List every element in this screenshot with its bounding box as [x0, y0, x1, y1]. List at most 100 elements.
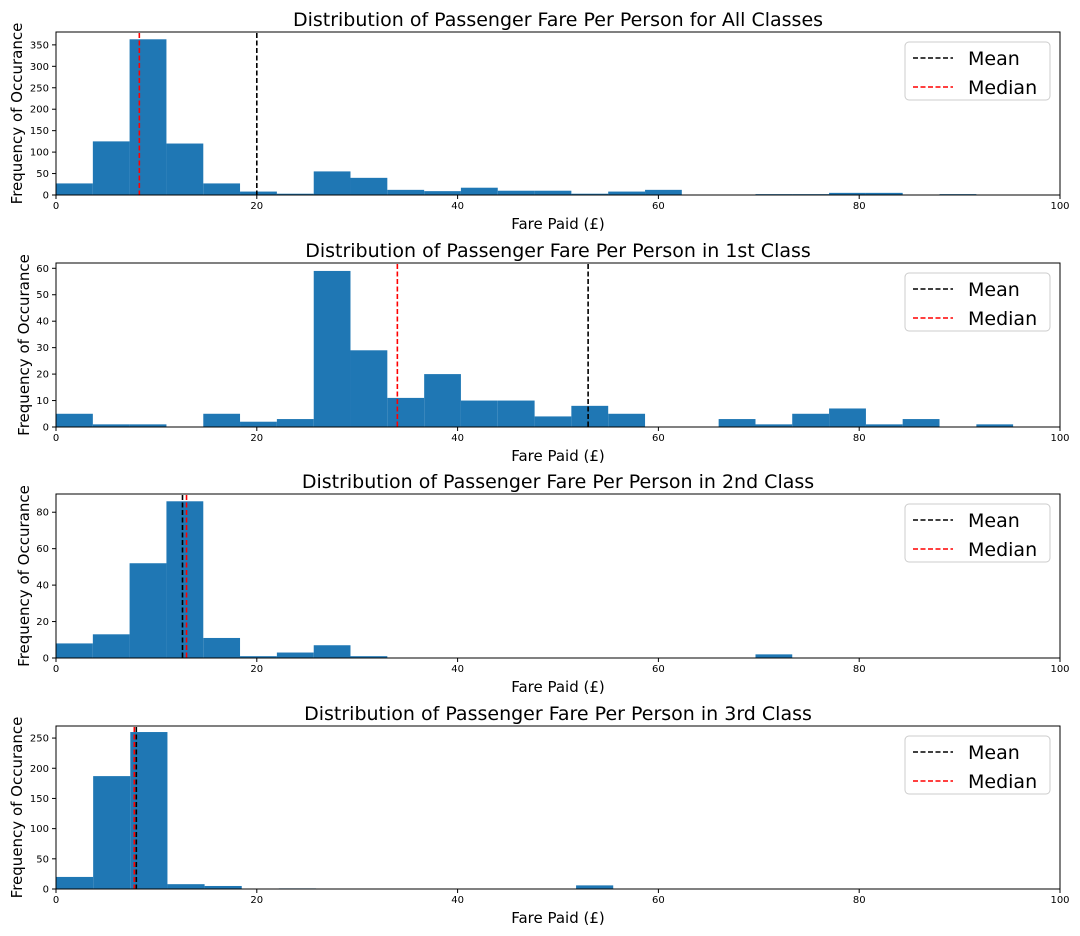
histogram-bar: [92, 634, 130, 658]
x-tick-label: 100: [1050, 895, 1069, 906]
histogram-bar: [460, 400, 498, 427]
histogram-bar: [240, 191, 277, 195]
x-tick-label: 80: [853, 201, 866, 212]
x-tick-label: 80: [853, 895, 866, 906]
histogram-bar: [387, 397, 425, 427]
y-tick-label: 250: [30, 734, 49, 745]
chart-title: Distribution of Passenger Fare Per Perso…: [302, 471, 814, 493]
x-tick-label: 0: [53, 201, 59, 212]
histogram-bar: [902, 419, 940, 427]
x-tick-label: 40: [451, 895, 464, 906]
histogram-bar: [829, 192, 866, 195]
histogram-bar: [276, 419, 314, 427]
x-tick-label: 100: [1050, 201, 1069, 212]
histogram-bar: [350, 177, 388, 195]
histogram-bar: [497, 400, 535, 427]
x-tick-label: 60: [652, 895, 665, 906]
y-tick-label: 250: [30, 83, 49, 94]
histogram-bar: [460, 187, 498, 195]
y-tick-label: 100: [30, 148, 49, 159]
histogram-bar: [56, 643, 93, 658]
chart-title: Distribution of Passenger Fare Per Perso…: [305, 240, 811, 262]
y-tick-label: 20: [36, 617, 49, 628]
histogram-bar: [424, 374, 461, 427]
legend-label: Mean: [968, 742, 1020, 764]
chart-title: Distribution of Passenger Fare Per Perso…: [304, 703, 812, 725]
legend-label: Mean: [968, 48, 1020, 70]
histogram-bar: [129, 424, 167, 427]
histogram-bar: [865, 424, 903, 427]
histogram-bar: [571, 193, 609, 195]
y-tick-label: 10: [36, 396, 49, 407]
y-tick-label: 200: [30, 764, 49, 775]
y-tick-label: 300: [30, 62, 49, 73]
legend: Mean Median: [904, 735, 1051, 795]
x-tick-label: 80: [853, 664, 866, 675]
histogram-bar: [203, 413, 241, 427]
y-tick-label: 200: [30, 105, 49, 116]
histogram-bars: [56, 501, 793, 658]
y-tick-label: 0: [43, 654, 49, 665]
x-tick-label: 20: [250, 433, 263, 444]
histogram-bar: [608, 191, 646, 195]
x-tick-label: 40: [451, 201, 464, 212]
legend-label: Median: [968, 539, 1037, 561]
x-tick-label: 20: [250, 664, 263, 675]
histogram-bar: [865, 192, 903, 195]
histogram-bar: [204, 885, 242, 889]
x-tick-label: 0: [53, 433, 59, 444]
histogram-bar: [571, 405, 609, 427]
y-tick-label: 40: [36, 581, 49, 592]
x-tick-label: 0: [53, 895, 59, 906]
histogram-bar: [976, 424, 1014, 427]
histogram-bar: [387, 189, 425, 195]
histogram-bar: [56, 876, 94, 889]
legend-label: Median: [968, 77, 1037, 99]
histogram-bar: [203, 637, 241, 658]
histogram-bar: [93, 776, 131, 889]
y-axis-label: Frequency of Occurance: [15, 254, 33, 436]
histogram-bar: [203, 183, 241, 195]
legend-label: Mean: [968, 279, 1020, 301]
y-tick-label: 0: [43, 885, 49, 896]
histogram-bar: [497, 190, 535, 195]
x-axis-label: Fare Paid (£): [511, 678, 605, 696]
chart-panel-3: 0 20 40 60 80 100 0 20 40 60 80 Distribution of Pas…: [15, 471, 1070, 696]
histogram-bar: [166, 143, 204, 195]
chart-title: Distribution of Passenger Fare Per Perso…: [293, 9, 823, 31]
y-tick-label: 0: [43, 191, 49, 202]
histogram-bars: [56, 732, 614, 889]
histogram-bar: [276, 193, 314, 195]
y-tick-label: 20: [36, 370, 49, 381]
histogram-bar: [92, 424, 130, 427]
histogram-bar: [829, 408, 866, 427]
x-tick-label: 60: [652, 664, 665, 675]
y-tick-label: 30: [36, 343, 49, 354]
y-tick-label: 100: [30, 824, 49, 835]
histogram-bar: [129, 563, 167, 658]
histogram-bar: [92, 141, 130, 195]
histogram-bar: [350, 656, 388, 658]
histogram-bar: [129, 39, 167, 195]
legend: Mean Median: [904, 41, 1051, 101]
histogram-bar: [424, 191, 461, 195]
plot-frame: [55, 725, 1061, 890]
x-axis-label: Fare Paid (£): [511, 215, 605, 233]
histogram-bar: [755, 654, 793, 658]
y-tick-label: 0: [43, 423, 49, 434]
x-tick-label: 40: [451, 664, 464, 675]
plot-frame: [55, 262, 1061, 428]
chart-panel-1: 0 20 40 60 80 100 0 50 100 150 200 250 300 350 Distrib…: [8, 9, 1070, 233]
legend-box: [904, 41, 1051, 101]
y-tick-label: 50: [36, 169, 49, 180]
x-tick-label: 20: [250, 895, 263, 906]
legend: Mean Median: [904, 272, 1051, 332]
histogram-bar: [755, 424, 793, 427]
x-tick-label: 100: [1050, 664, 1069, 675]
histogram-bar: [313, 645, 351, 658]
histogram-bar: [167, 884, 205, 889]
x-tick-label: 0: [53, 664, 59, 675]
histogram-bar: [240, 656, 277, 658]
y-axis-label: Frequency of Occurance: [8, 717, 26, 899]
chart-panel-2: 0 20 40 60 80 100 0 10 20 30 40 50 60 Distribution of…: [15, 240, 1070, 465]
